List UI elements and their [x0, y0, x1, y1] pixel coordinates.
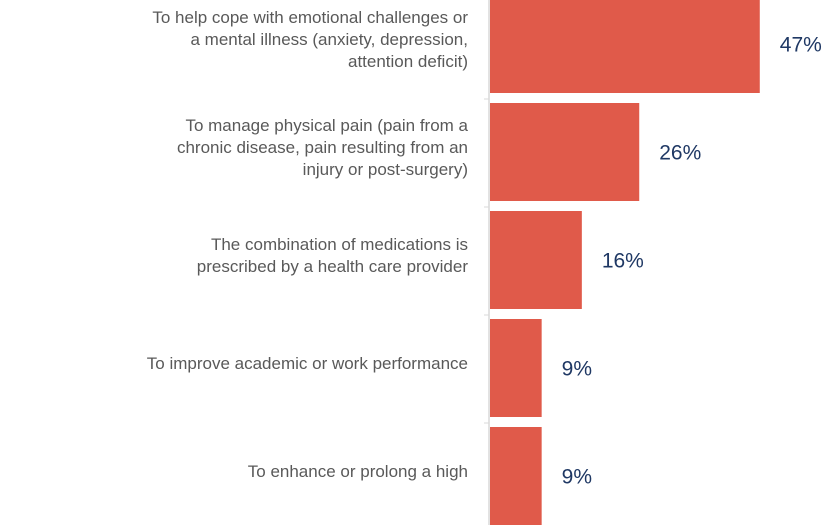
bar	[490, 103, 640, 201]
category-label: To help cope with emotional challenges o…	[152, 8, 468, 71]
bar	[490, 427, 542, 525]
value-label: 47%	[780, 34, 822, 57]
bar	[490, 319, 542, 417]
category-label: To enhance or prolong a high	[247, 462, 468, 481]
value-label: 26%	[659, 142, 701, 165]
value-label: 9%	[562, 358, 592, 381]
value-label: 16%	[602, 250, 644, 273]
bar	[490, 211, 582, 309]
category-label: The combination of medications is prescr…	[196, 235, 468, 276]
value-label: 9%	[562, 466, 592, 489]
bar	[490, 0, 760, 93]
category-label: To improve academic or work performance	[146, 354, 468, 373]
category-label: To manage physical pain (pain from a chr…	[176, 116, 468, 179]
